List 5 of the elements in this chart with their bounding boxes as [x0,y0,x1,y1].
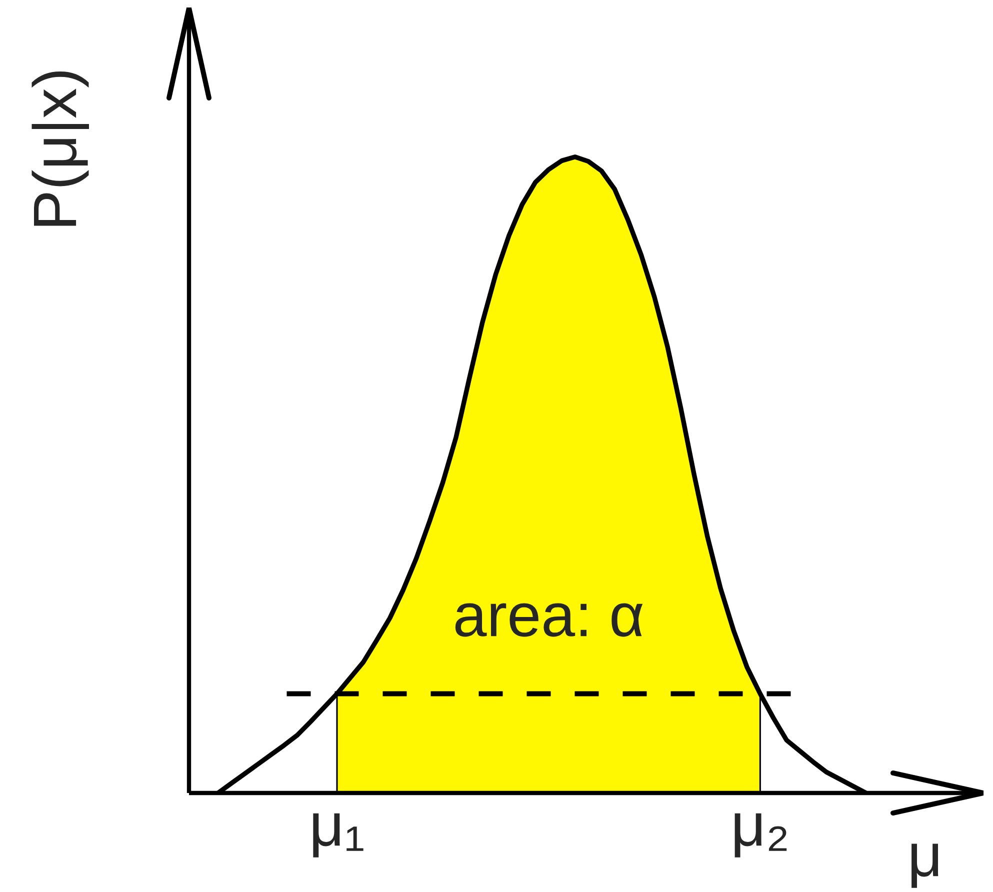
x-axis-title: μ [912,844,938,888]
x-tick-label: μ₂ [734,813,787,858]
annotation: area: α [455,603,643,637]
x-tick-label: μ₁ [313,813,364,858]
y-axis-title: P(μ|x) [32,71,89,226]
